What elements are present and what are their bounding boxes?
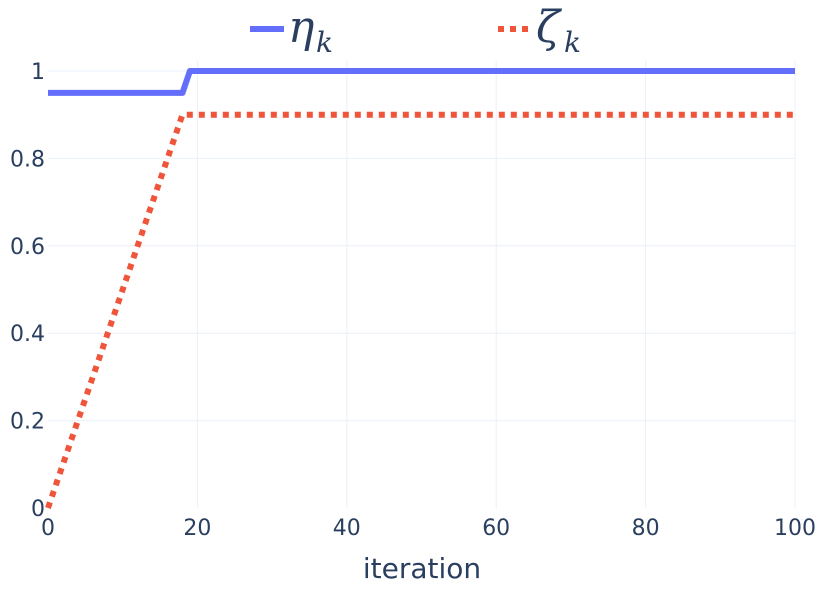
x-axis-title: iteration bbox=[363, 552, 481, 585]
x-tick-label: 80 bbox=[632, 516, 660, 541]
y-tick-label: 0.6 bbox=[10, 235, 45, 260]
x-tick-label: 40 bbox=[333, 516, 361, 541]
legend-label-subscript: k bbox=[564, 26, 581, 59]
series-line-η bbox=[48, 68, 795, 96]
tick-labels: 0 20 40 60 80 100 0 0.2 0.4 0.6 0.8 1 bbox=[10, 60, 816, 541]
legend-label-subscript: k bbox=[316, 26, 333, 59]
x-tick-label: 20 bbox=[183, 516, 211, 541]
series-line-ζ bbox=[45, 111, 795, 509]
y-tick-label: 0.4 bbox=[10, 322, 45, 347]
y-tick-label: 0.2 bbox=[10, 410, 45, 435]
grid bbox=[48, 61, 796, 508]
y-tick-label: 1 bbox=[31, 60, 45, 85]
y-tick-label: 0.8 bbox=[10, 147, 45, 172]
x-tick-label: 0 bbox=[41, 516, 55, 541]
x-tick-label: 100 bbox=[774, 516, 816, 541]
series-lines bbox=[45, 68, 795, 509]
x-tick-label: 60 bbox=[482, 516, 510, 541]
legend-label: ζ bbox=[536, 2, 563, 53]
y-tick-label: 0 bbox=[31, 497, 45, 522]
legend-label: η bbox=[288, 2, 314, 53]
